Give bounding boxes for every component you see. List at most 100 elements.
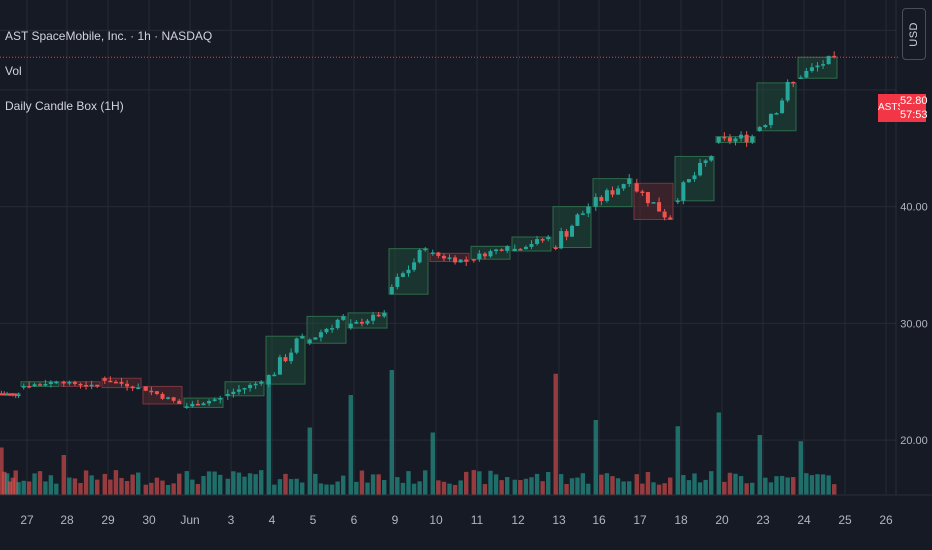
- volume-bar: [365, 482, 370, 495]
- candle-body: [441, 255, 446, 259]
- candle-body: [692, 175, 697, 180]
- volume-bar: [785, 477, 790, 495]
- candle-body: [95, 384, 100, 387]
- candle-body: [826, 55, 831, 65]
- grid: [0, 0, 896, 495]
- volume-bar: [651, 482, 656, 495]
- volume-bar: [774, 476, 779, 495]
- candle-body: [458, 259, 463, 263]
- candle-body: [330, 328, 335, 330]
- candle-body: [236, 389, 241, 392]
- candle-body: [716, 136, 721, 143]
- volume-bar: [218, 474, 223, 495]
- time-tick-label: 4: [269, 513, 276, 527]
- volume-bar: [826, 475, 831, 495]
- volume-bar: [283, 473, 288, 495]
- volume-bar: [621, 481, 626, 495]
- candle-body: [540, 239, 545, 241]
- volume-bar: [411, 483, 417, 495]
- candle-body: [300, 336, 305, 339]
- candle-body: [780, 100, 785, 114]
- price-axis[interactable]: 20.00 30.00 40.00: [900, 202, 928, 447]
- candle-body: [283, 357, 288, 362]
- volume-bar: [348, 395, 353, 495]
- candle-body: [395, 276, 400, 287]
- candle-body: [570, 225, 574, 237]
- candle-body: [84, 384, 89, 387]
- legend-indicator[interactable]: Daily Candle Box (1H): [5, 99, 124, 113]
- volume-bar: [149, 482, 154, 495]
- volume-bar: [266, 380, 271, 495]
- volume-bar: [634, 474, 639, 495]
- volume-bar: [610, 476, 615, 495]
- volume-bar: [177, 473, 182, 495]
- price-tick-label: 40.00: [900, 202, 928, 214]
- volume-bar: [78, 483, 83, 495]
- time-tick-label: 18: [674, 513, 688, 527]
- volume-bar: [692, 473, 697, 495]
- candle-body: [599, 197, 604, 202]
- currency-button[interactable]: USD: [902, 8, 926, 60]
- candle-body: [640, 191, 645, 193]
- volume-bar: [124, 481, 130, 495]
- time-tick-label: 5: [310, 513, 317, 527]
- time-tick-label: 3: [228, 513, 235, 527]
- volume-bar: [675, 426, 680, 495]
- candle-body: [67, 382, 72, 384]
- candle-body: [27, 386, 32, 388]
- candle-body: [471, 259, 476, 261]
- candle-body: [494, 249, 499, 252]
- volume-bar: [540, 481, 545, 495]
- candle-body: [546, 236, 551, 240]
- volume-bar: [464, 471, 469, 495]
- volume-bar: [190, 479, 195, 495]
- time-tick-label: 23: [756, 513, 770, 527]
- volume-bar: [763, 477, 768, 495]
- volume-bar: [727, 472, 733, 495]
- volume-bar: [586, 483, 591, 495]
- time-tick-label: 30: [142, 513, 156, 527]
- volume-bar: [171, 483, 176, 495]
- candle-body: [580, 213, 585, 215]
- volume-bar: [37, 471, 43, 495]
- candle-body: [832, 55, 837, 58]
- volume-bar: [645, 471, 651, 495]
- time-axis[interactable]: 27 28 29 30 Jun 3 4 5 6 9 10 11 12 13 16 17 18 20 23 24 25 26: [20, 513, 893, 527]
- volume-bar: [67, 477, 72, 495]
- volume-bar: [277, 479, 283, 495]
- candle-body: [10, 393, 15, 396]
- volume-bar: [318, 483, 324, 495]
- candle-body: [681, 182, 686, 201]
- volume-bar: [10, 477, 16, 495]
- candle-body: [0, 393, 4, 395]
- volume-bar: [477, 471, 482, 495]
- volume-bar: [441, 481, 447, 495]
- volume-bar: [288, 479, 294, 495]
- candle-body: [821, 64, 826, 66]
- volume-bar: [709, 471, 714, 495]
- volume-bar: [154, 477, 160, 495]
- candle-body: [564, 231, 569, 237]
- volume-bar: [382, 479, 387, 495]
- volume-bar: [324, 484, 329, 495]
- volume-bar: [395, 477, 400, 495]
- volume-bar: [2, 471, 7, 495]
- volume-bar: [744, 483, 749, 495]
- candle-body: [604, 190, 609, 202]
- volume-bar: [225, 478, 230, 495]
- candle-body: [307, 339, 312, 344]
- legend-volume[interactable]: Vol: [5, 64, 22, 78]
- candle-body: [272, 374, 277, 377]
- candle-body: [763, 125, 768, 128]
- candle-body: [160, 393, 165, 399]
- candle-body: [335, 319, 340, 329]
- candle-body: [464, 259, 469, 262]
- volume-bar: [195, 483, 201, 495]
- candle-body: [412, 262, 417, 270]
- legend-title[interactable]: AST SpaceMobile, Inc. · 1h · NASDAQ: [5, 29, 213, 43]
- candle-body: [21, 386, 26, 388]
- candle-body: [259, 381, 264, 384]
- candle-body: [61, 381, 66, 384]
- candle-body: [482, 253, 487, 257]
